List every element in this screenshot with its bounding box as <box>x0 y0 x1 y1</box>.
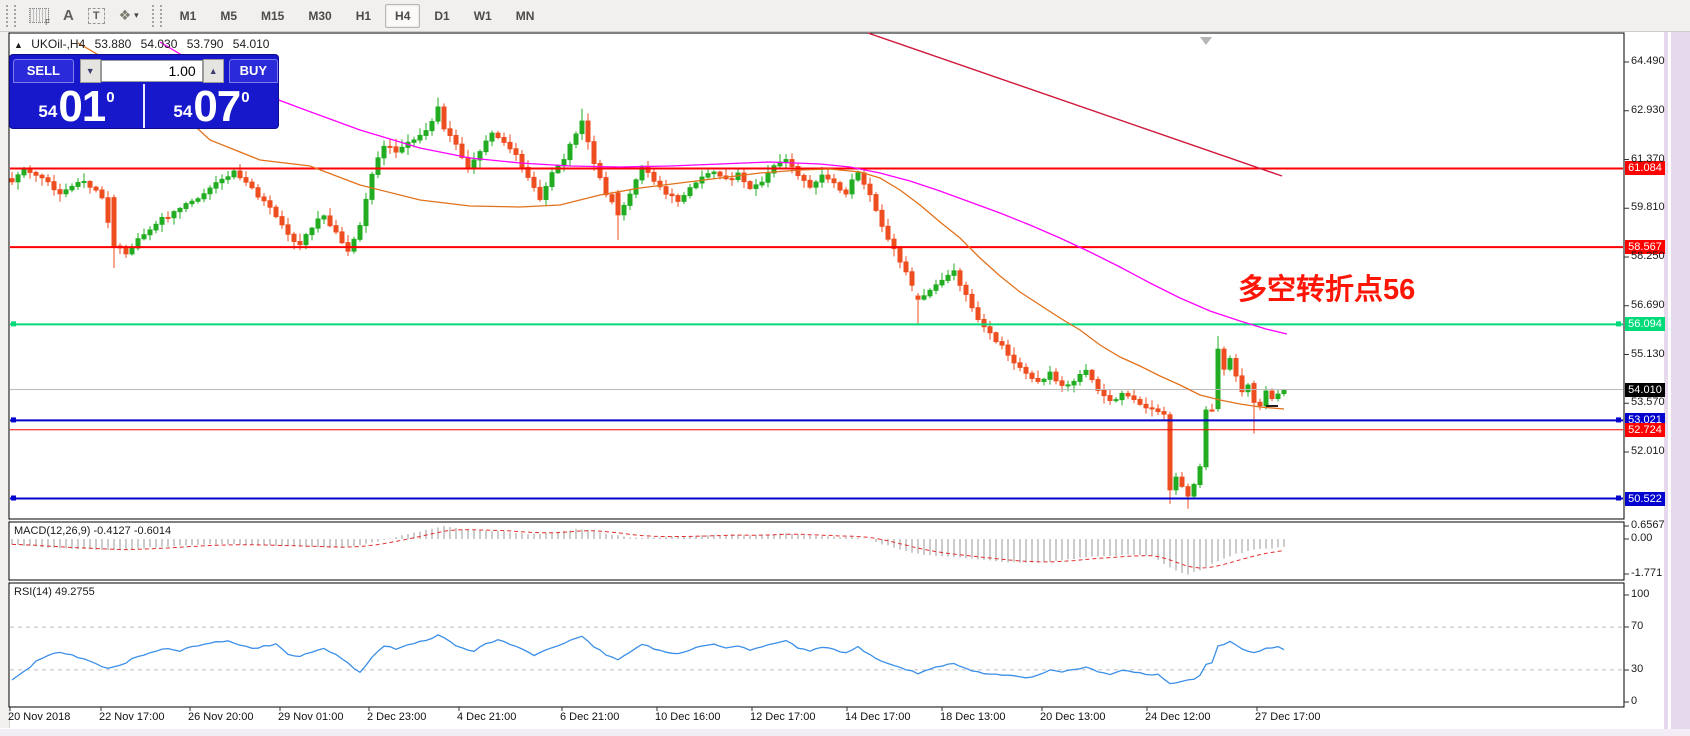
level-price-label: 50.522 <box>1625 491 1665 506</box>
price-tick-label: 53.570 <box>1631 396 1665 409</box>
tf-button-h1[interactable]: H1 <box>355 8 372 23</box>
time-axis-label: 2 Dec 23:00 <box>367 711 427 723</box>
sell-price-fraction: 0 <box>106 89 115 106</box>
time-axis-label: 6 Dec 21:00 <box>560 711 620 723</box>
macd-tick-label: 0.00 <box>1631 532 1653 544</box>
objects-dropdown-button[interactable]: ❖ ▾ <box>119 7 139 24</box>
objects-icon: ❖ <box>118 7 132 23</box>
tf-button-m30[interactable]: M30 <box>308 8 332 23</box>
time-axis-label: 29 Nov 01:00 <box>278 711 344 723</box>
letter-a-icon: A <box>63 7 74 24</box>
price-tick-label: 58.250 <box>1631 250 1665 262</box>
chart-annotation-text[interactable]: 多空转折点56 <box>1238 274 1416 306</box>
current-price-label: 54.010 <box>1625 382 1665 397</box>
level-price-label: 56.094 <box>1625 317 1665 332</box>
one-click-trading-panel: SELL ▼ ▲ BUY 54 01 0 54 07 0 <box>10 55 279 131</box>
level-price-label: 61.084 <box>1625 161 1665 176</box>
time-axis-label: 4 Dec 21:00 <box>457 711 517 723</box>
sell-price-display[interactable]: 54 01 0 <box>10 82 145 131</box>
price-tick-label: 64.490 <box>1631 55 1665 67</box>
price-tick-label: 55.130 <box>1631 347 1665 360</box>
buy-price-pips: 07 <box>193 82 241 131</box>
tf-button-d1[interactable]: D1 <box>434 8 450 23</box>
collapse-triangle-icon[interactable]: ▲ <box>14 40 23 50</box>
grid-f-icon: F <box>29 8 50 27</box>
macd-tick-label: -1.771 <box>1631 567 1663 579</box>
time-axis-label: 27 Dec 17:00 <box>1255 711 1321 723</box>
macd-tick-label: 0.6567 <box>1631 519 1665 531</box>
tf-button-m5[interactable]: M5 <box>220 8 238 23</box>
rsi-value: 49.2755 <box>54 586 95 598</box>
sell-button[interactable]: SELL <box>13 59 74 83</box>
toolbar-grip[interactable] <box>6 4 16 27</box>
rsi-indicator-label: RSI(14) 49.2755 <box>14 586 95 598</box>
price-tick-label: 59.810 <box>1631 201 1665 214</box>
toolbar-grip-2[interactable] <box>151 4 162 27</box>
ohlc-close: 54.010 <box>232 37 270 51</box>
macd-indicator-label: MACD(12,26,9) -0.4127 -0.6014 <box>14 525 171 537</box>
window-bottom-border <box>0 729 1690 736</box>
price-tick-label: 52.010 <box>1631 445 1665 457</box>
text-tool-button[interactable]: A <box>63 7 74 24</box>
window-right-border[interactable] <box>1664 32 1690 736</box>
tf-button-m15[interactable]: M15 <box>261 8 285 23</box>
macd-values: -0.4127 -0.6014 <box>93 525 172 537</box>
buy-price-big-figure: 54 <box>173 102 193 121</box>
rsi-tick-label: 70 <box>1631 620 1644 632</box>
rsi-tick-label: 100 <box>1631 588 1650 600</box>
ohlc-high: 54.030 <box>140 37 178 51</box>
toolbar: F A T ❖ ▾ M1 M5 M15 M30 H1 H4 D1 W1 MN <box>0 0 1690 32</box>
time-axis-label: 18 Dec 13:00 <box>940 711 1006 723</box>
time-axis-label: 24 Dec 12:00 <box>1145 711 1211 723</box>
sell-price-pips: 01 <box>58 82 106 131</box>
price-tick-label: 56.690 <box>1631 298 1665 311</box>
tf-button-h4[interactable]: H4 <box>385 3 421 28</box>
time-axis-label: 20 Dec 13:00 <box>1040 711 1106 723</box>
level-price-label: 58.567 <box>1625 240 1665 255</box>
ohlc-open: 53.880 <box>94 37 132 51</box>
price-tick-label: 61.370 <box>1631 152 1665 165</box>
tf-button-w1[interactable]: W1 <box>473 8 492 23</box>
time-axis-label: 12 Dec 17:00 <box>750 711 816 723</box>
level-price-label: 52.724 <box>1625 422 1665 437</box>
text-label-tool-button[interactable]: T <box>87 7 105 24</box>
chart-header: ▲ UKOil-,H4 53.880 54.030 53.790 54.010 <box>14 37 275 51</box>
time-axis-label: 20 Nov 2018 <box>8 711 71 723</box>
price-tick-label: 62.930 <box>1631 103 1665 116</box>
volume-increase-button[interactable]: ▲ <box>202 59 224 83</box>
tf-button-mn[interactable]: MN <box>515 8 535 23</box>
rsi-tick-label: 30 <box>1631 663 1644 675</box>
volume-decrease-button[interactable]: ▼ <box>79 59 101 83</box>
rsi-name: RSI(14) <box>14 586 52 598</box>
time-axis-label: 14 Dec 17:00 <box>845 711 911 723</box>
rsi-tick-label: 0 <box>1631 695 1638 707</box>
time-axis-label: 22 Nov 17:00 <box>99 711 165 723</box>
tf-button-m1[interactable]: M1 <box>179 8 197 23</box>
buy-price-fraction: 0 <box>241 89 250 106</box>
buy-price-display[interactable]: 54 07 0 <box>145 82 278 131</box>
volume-input[interactable] <box>100 60 203 82</box>
time-axis-label: 26 Nov 20:00 <box>188 711 254 723</box>
indicator-grid-button[interactable]: F <box>29 8 50 27</box>
time-axis-label: 10 Dec 16:00 <box>655 711 721 723</box>
letter-t-icon: T <box>87 7 105 24</box>
sell-price-big-figure: 54 <box>38 102 58 121</box>
chevron-down-icon: ▾ <box>134 10 139 20</box>
macd-name: MACD(12,26,9) <box>14 525 91 537</box>
ohlc-low: 53.790 <box>186 37 224 51</box>
buy-button[interactable]: BUY <box>228 59 279 83</box>
symbol-title: UKOil-,H4 <box>31 37 86 51</box>
